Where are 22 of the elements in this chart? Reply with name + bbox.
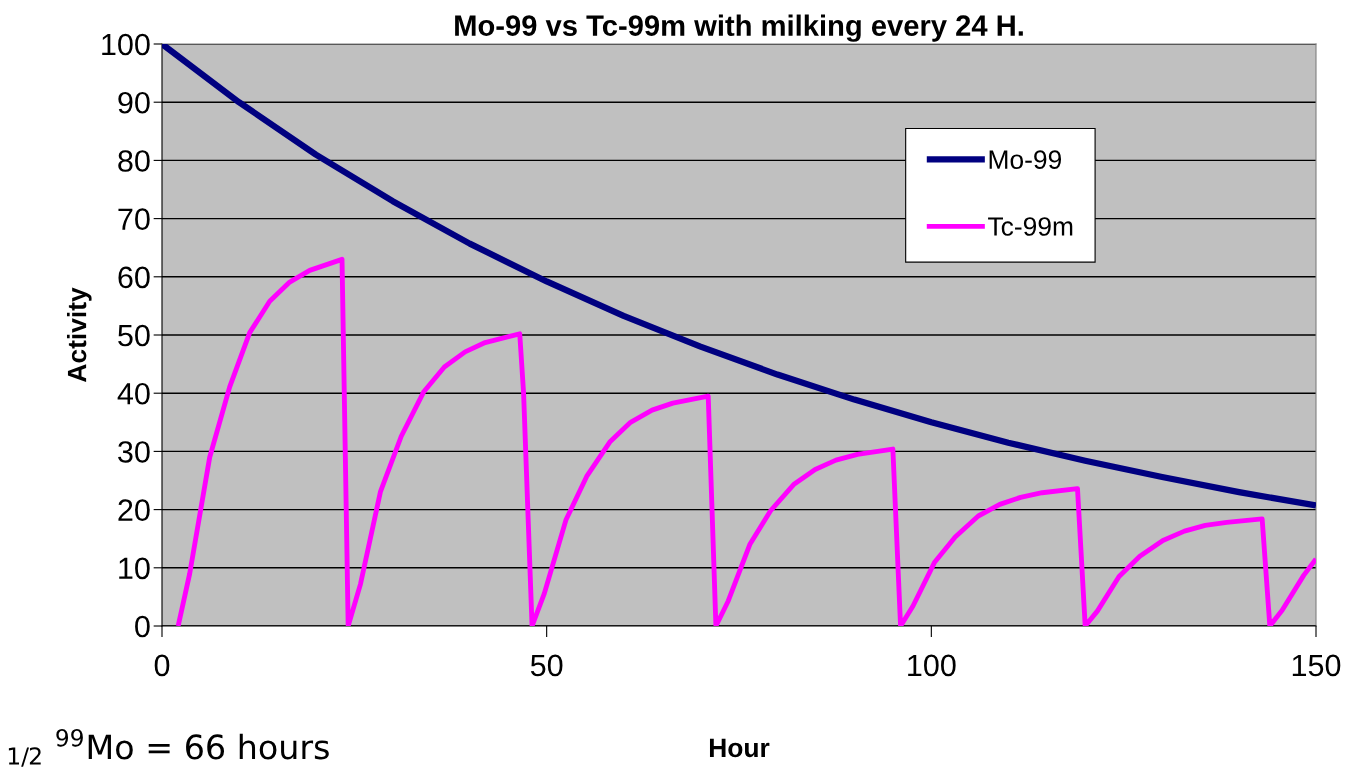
text: $_{1/2}$ $^{99}$Mo = 66 hours: [8, 729, 329, 767]
y-tick-label: 20: [118, 499, 150, 521]
y-tick-label: 0: [135, 615, 150, 638]
x-tick-label: 50: [530, 654, 563, 677]
x-tick-label: 150: [1292, 654, 1341, 677]
y-tick-label: 40: [117, 382, 150, 405]
y-tick-label: 100: [102, 33, 150, 56]
x-tick-label: 100: [908, 654, 956, 677]
y-tick-label: 90: [118, 91, 150, 114]
line-series: [175, 256, 1316, 626]
y-tick-label: 80: [118, 150, 150, 172]
y-tick-label: 60: [118, 266, 150, 289]
x-tick-label: 0: [154, 654, 170, 677]
chart-title: Mo-99 vs Tc-99m with milking every 24 H.: [455, 14, 1023, 42]
legend-label: Tc-99m: [988, 217, 1073, 236]
y-tick-label: 30: [118, 441, 150, 463]
y-tick-label: 10: [119, 557, 150, 580]
legend-label: Mo-99: [989, 150, 1062, 169]
y-axis-title: Activity: [66, 287, 92, 382]
x-axis-title: Hour: [709, 738, 770, 758]
y-tick-label: 70: [118, 208, 150, 230]
y-tick-label: 50: [118, 324, 150, 347]
